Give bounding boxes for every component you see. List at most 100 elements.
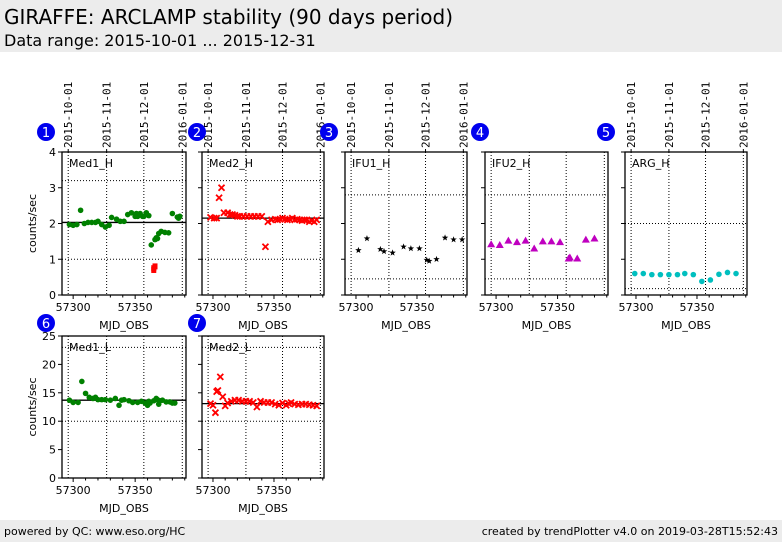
- panel-title: Med2_L: [209, 341, 252, 354]
- chart-panel-med1-l: 0 5 10 15 20 25 57300 57350 MJD_OBS counts/sec Med…: [26, 314, 187, 515]
- chart-panel-med2-h: 57300 57350 MJD_OBS 2015-10-01 2015-11-01 201…: [188, 82, 327, 332]
- data-point: [400, 243, 407, 250]
- data-point: [116, 402, 122, 409]
- chart-panel-ifu2-h: 57300 57350 MJD_OBS IFU2_H 4: [471, 123, 609, 332]
- panel-number: 6: [42, 317, 50, 332]
- data-point: [590, 234, 599, 242]
- data-point: [74, 221, 80, 228]
- outlier-point: [152, 263, 158, 270]
- panel-title: IFU1_H: [352, 157, 390, 170]
- data-point: [172, 400, 178, 406]
- panel-number-badge: [188, 314, 206, 332]
- data-point: [264, 218, 272, 226]
- data-point: [148, 242, 155, 248]
- data-point: [441, 234, 449, 241]
- x-axis-label: MJD_OBS: [238, 319, 288, 332]
- data-point: [699, 278, 705, 285]
- data-point: [313, 402, 321, 410]
- date-tick-label: 2015-11-01: [240, 82, 253, 148]
- date-tick-label: 2016-01-01: [176, 82, 189, 148]
- data-point: [674, 271, 681, 278]
- x-tick-label: 57350: [679, 301, 714, 314]
- x-axis-label: MJD_OBS: [99, 319, 149, 332]
- data-point: [165, 229, 172, 236]
- panel-number-badge: [37, 314, 55, 332]
- data-point: [504, 236, 513, 244]
- x-tick-label: 57350: [118, 484, 153, 497]
- data-point: [112, 395, 119, 402]
- data-point: [458, 236, 466, 243]
- data-point: [565, 253, 574, 261]
- panel-title: Med1_H: [69, 157, 113, 170]
- data-point: [377, 245, 384, 252]
- panel-number: 2: [193, 126, 201, 141]
- data-point: [233, 212, 242, 220]
- data-point: [215, 194, 223, 202]
- chart-panel-arg-h: 57300 57350 MJD_OBS 2015-10-01 2015-11-01 201…: [597, 82, 750, 332]
- panel-title: Med1_L: [69, 341, 112, 354]
- x-tick-label: 57300: [195, 484, 230, 497]
- data-point: [75, 399, 81, 406]
- data-point: [128, 209, 135, 216]
- data-point: [216, 373, 224, 381]
- data-point: [640, 270, 647, 277]
- data-point: [407, 245, 415, 252]
- plot-frame: [61, 335, 187, 479]
- data-point: [217, 184, 226, 192]
- data-point: [261, 243, 270, 251]
- x-tick-label: 57300: [479, 301, 514, 314]
- report-header: GIRAFFE: ARCLAMP stability (90 days peri…: [0, 0, 782, 52]
- data-point: [521, 236, 530, 244]
- x-tick-label: 57350: [399, 301, 434, 314]
- data-point: [733, 270, 739, 277]
- data-point: [512, 238, 521, 246]
- panel-number: 3: [325, 126, 333, 141]
- data-point: [267, 398, 276, 407]
- panel-title: IFU2_H: [492, 157, 530, 170]
- data-point: [389, 249, 396, 256]
- data-point: [154, 235, 161, 242]
- data-point: [219, 393, 227, 401]
- panel-number: 4: [476, 126, 484, 141]
- created-by: created by trendPlotter v4.0 on 2019-03-…: [481, 525, 778, 538]
- panel-number: 7: [193, 317, 201, 332]
- y-axis-label: counts/sec: [26, 194, 39, 253]
- data-point: [631, 270, 638, 277]
- x-tick-label: 57300: [56, 484, 91, 497]
- plot-frame: [344, 151, 468, 296]
- y-tick-label: 1: [49, 253, 56, 266]
- panel-number: 5: [602, 126, 610, 141]
- data-point: [425, 257, 433, 264]
- x-tick-label: 57300: [618, 301, 653, 314]
- data-point: [253, 403, 261, 411]
- data-point: [278, 399, 287, 407]
- data-point: [538, 237, 547, 245]
- data-point: [649, 271, 655, 278]
- data-point: [530, 244, 539, 252]
- data-point: [313, 216, 321, 224]
- report-title: GIRAFFE: ARCLAMP stability (90 days peri…: [4, 5, 454, 29]
- data-point: [210, 214, 218, 222]
- data-point: [169, 210, 176, 217]
- data-point: [121, 396, 127, 403]
- data-point: [423, 256, 430, 263]
- panel-number: 1: [42, 126, 50, 141]
- x-tick-label: 57350: [256, 301, 291, 314]
- data-point: [657, 271, 664, 278]
- data-point: [355, 246, 362, 254]
- x-tick-label: 57300: [195, 301, 230, 314]
- data-point: [107, 397, 114, 403]
- chart-panel-med1-h: 0 1 2 3 4 57300 57350 MJD_OBS counts/sec 2015-10-…: [26, 82, 189, 332]
- data-point: [547, 237, 556, 245]
- x-tick-label: 57350: [256, 484, 291, 497]
- report-footer: powered by QC: www.eso.org/HC created by…: [0, 520, 782, 542]
- panel-number-badge: [471, 123, 489, 141]
- panel-title: ARG_H: [632, 157, 669, 170]
- x-tick-label: 57300: [338, 301, 373, 314]
- data-point: [716, 271, 722, 278]
- panel-number-badge: [37, 123, 55, 141]
- data-point: [70, 399, 76, 406]
- date-tick-label: 2015-12-01: [420, 82, 433, 148]
- data-point: [581, 235, 590, 243]
